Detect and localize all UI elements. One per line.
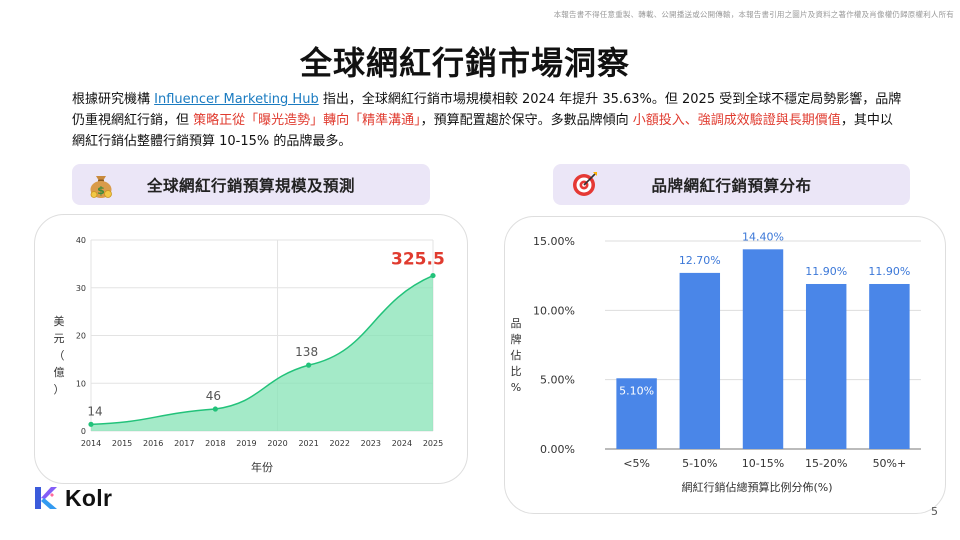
x-tick-label: <5% <box>623 457 650 470</box>
intro-text-3: ，預算配置趨於保守。多數品牌傾向 <box>420 113 633 128</box>
bar-chart-panel: 0.00% 5.00% 10.00% 15.00% 5.10% <5% 12.70% 5-10… <box>504 216 946 514</box>
x-tick-label: 2021 <box>298 439 318 448</box>
highlight-investment: 小額投入、強調成效驗證與長期價值 <box>632 113 841 128</box>
bar-value-label: 5.10% <box>619 384 654 397</box>
y-tick-label: 10 <box>76 379 86 388</box>
y-axis-title-char: 品 <box>511 317 522 330</box>
y-tick-label: 10.00% <box>533 304 575 317</box>
bar-value-label: 12.70% <box>679 254 721 267</box>
right-header-label: 品牌網紅行銷預算分布 <box>651 176 812 195</box>
right-section-header: 品牌網紅行銷預算分布 <box>553 164 910 205</box>
bar-50%+ <box>869 283 910 449</box>
x-axis-title: 年份 <box>251 460 273 474</box>
y-tick-label: 20 <box>76 332 86 341</box>
x-tick-label: 2019 <box>236 439 256 448</box>
x-tick-label: 2022 <box>330 439 350 448</box>
x-tick-label: 2025 <box>423 439 443 448</box>
svg-text:$: $ <box>97 184 105 197</box>
area-line <box>90 274 434 426</box>
y-tick-label: 0.00% <box>540 443 575 456</box>
kolr-logo-icon <box>35 487 57 509</box>
intro-text-4: ，其中以網紅行銷佔整體行銷預算 10-15% 的品牌最多。 <box>72 113 893 149</box>
left-section-header: $ 全球網紅行銷預算規模及預測 <box>72 164 430 205</box>
x-tick-label: 2023 <box>361 439 381 448</box>
area-fill <box>91 275 433 431</box>
money-bag-icon: $ <box>86 169 116 203</box>
disclaimer-text: 本報告書不得任意重製、轉載、公開播送或公開傳輸，本報告書引用之圖片及資料之著作權… <box>553 10 954 19</box>
bar-value-label: 14.40% <box>742 230 784 243</box>
bar-5-10% <box>679 272 721 449</box>
target-icon <box>570 169 600 203</box>
y-axis-title-char: 佔 <box>511 348 522 362</box>
bar-10-15% <box>742 249 784 449</box>
x-tick-label: 2017 <box>174 439 194 448</box>
x-tick-label: 2016 <box>143 439 163 448</box>
y-axis-title-char: 億 <box>54 366 65 379</box>
data-label-2014: 14 <box>87 404 102 418</box>
area-chart: 0 10 20 30 40 14 46 138 325.5 2014 2015 2016 2017 201… <box>54 236 445 474</box>
bar-value-label: 11.90% <box>868 265 910 278</box>
x-tick-label: 15-20% <box>805 457 847 470</box>
data-point-2021 <box>306 362 312 368</box>
source-link[interactable]: Influencer Marketing Hub <box>154 92 319 107</box>
left-header-label: 全球網紅行銷預算規模及預測 <box>146 176 355 195</box>
bar-<5% <box>616 378 657 449</box>
y-tick-label: 5.00% <box>540 374 575 387</box>
y-axis-title-char: ） <box>54 383 65 396</box>
data-point-2018 <box>212 406 218 412</box>
x-axis-title: 網紅行銷佔總預算比例分佈(%) <box>681 480 832 494</box>
y-axis-title-char: % <box>511 381 521 394</box>
y-axis-title-char: 牌 <box>511 332 522 346</box>
x-tick-label: 2024 <box>392 439 412 448</box>
x-tick-label: 50%+ <box>873 457 907 470</box>
data-label-2025: 325.5 <box>391 250 445 270</box>
page-title: 全球網紅行銷市場洞察 <box>299 44 630 82</box>
y-tick-label: 15.00% <box>533 235 575 248</box>
intro-text-2: 指出，全球網紅行銷市場規模相較 2024 年提升 35.63%。但 2025 受… <box>72 92 902 128</box>
y-axis-title-char: 比 <box>511 365 522 378</box>
highlight-strategy: 策略正從「曝光造勢」轉向「精準溝通」 <box>193 113 421 128</box>
page-number: 5 <box>931 505 938 518</box>
y-axis-title-char: （ <box>54 349 65 362</box>
x-tick-label: 2015 <box>112 439 132 448</box>
y-tick-label: 30 <box>76 284 86 293</box>
x-tick-label: 2018 <box>205 439 225 448</box>
data-point-2025 <box>430 272 436 279</box>
logo-text: Kolr <box>65 484 113 511</box>
y-axis-title-char: 美 <box>54 315 65 328</box>
y-tick-label: 40 <box>76 236 86 245</box>
intro-paragraph: 根據研究機構 Influencer Marketing Hub 指出，全球網紅行… <box>72 89 902 152</box>
x-tick-label: 5-10% <box>682 457 717 470</box>
x-tick-label: 10-15% <box>742 457 784 470</box>
bar-chart: 0.00% 5.00% 10.00% 15.00% 5.10% <5% 12.70% 5-10… <box>511 230 921 494</box>
data-point-2014 <box>88 421 94 427</box>
x-tick-label: 2020 <box>267 439 287 448</box>
x-tick-label: 2014 <box>81 439 101 448</box>
bar-15-20% <box>805 283 847 449</box>
data-label-2018: 46 <box>206 389 221 403</box>
area-chart-panel: 0 10 20 30 40 14 46 138 325.5 2014 2015 2016 2017 201… <box>34 214 468 484</box>
data-label-2021: 138 <box>295 345 318 359</box>
intro-text-1: 根據研究機構 <box>72 92 155 107</box>
kolr-logo: Kolr <box>33 484 112 512</box>
bar-value-label: 11.90% <box>805 265 847 278</box>
y-axis-title-char: 元 <box>54 332 65 345</box>
y-tick-label: 0 <box>81 427 86 436</box>
